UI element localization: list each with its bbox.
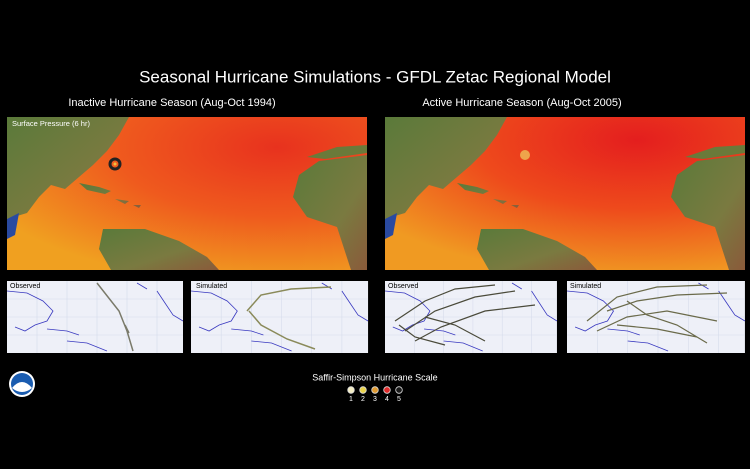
track-map bbox=[566, 280, 746, 354]
panel-label: Observed bbox=[388, 283, 418, 290]
scale-dot bbox=[395, 386, 403, 394]
map-label: Surface Pressure (6 hr) bbox=[12, 119, 90, 128]
scale-label: 3 bbox=[373, 396, 377, 403]
legend: 1 2 3 4 5 bbox=[347, 386, 403, 403]
pressure-map bbox=[385, 117, 745, 270]
scale-dot bbox=[371, 386, 379, 394]
scale-dot bbox=[383, 386, 391, 394]
panel-label: Simulated bbox=[196, 283, 227, 290]
scale-label: 1 bbox=[349, 396, 353, 403]
scale-label: 4 bbox=[385, 396, 389, 403]
panel-label: Observed bbox=[10, 283, 40, 290]
track-map bbox=[384, 280, 558, 354]
legend-title: Saffir-Simpson Hurricane Scale bbox=[312, 372, 437, 382]
scale-dot bbox=[359, 386, 367, 394]
track-map bbox=[190, 280, 369, 354]
scale-label: 2 bbox=[361, 396, 365, 403]
panel-title: Active Hurricane Season (Aug-Oct 2005) bbox=[422, 97, 621, 109]
pressure-map bbox=[7, 117, 367, 270]
logo bbox=[9, 371, 35, 397]
panel-title: Inactive Hurricane Season (Aug-Oct 1994) bbox=[68, 97, 275, 109]
scale-dot bbox=[347, 386, 355, 394]
scale-label: 5 bbox=[397, 396, 401, 403]
track-map bbox=[6, 280, 184, 354]
panel-label: Simulated bbox=[570, 283, 601, 290]
title: Seasonal Hurricane Simulations - GFDL Ze… bbox=[139, 67, 611, 86]
